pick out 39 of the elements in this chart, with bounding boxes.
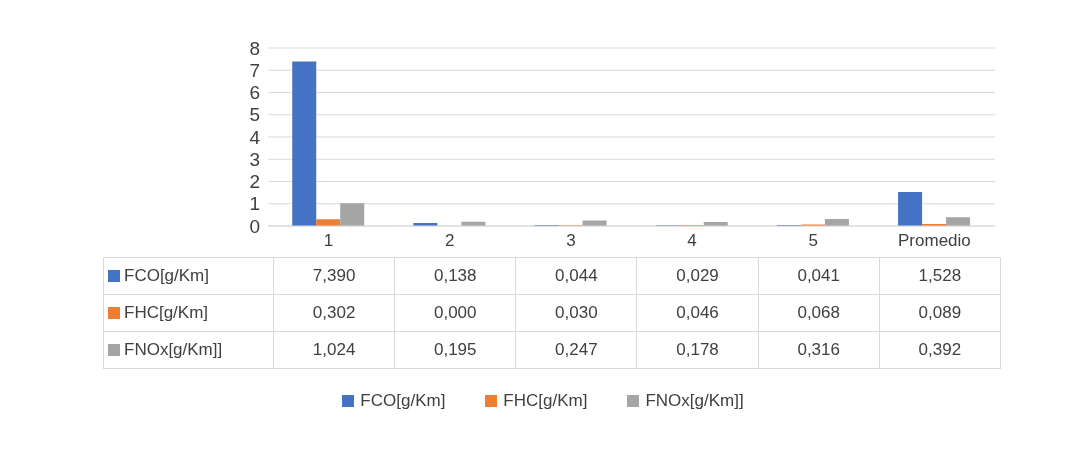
data-label: 0,044 xyxy=(515,257,637,295)
data-label: 0,302 xyxy=(273,294,395,332)
y-tick-label: 7 xyxy=(249,60,260,81)
data-label: 0,178 xyxy=(636,331,759,369)
text: FHC[g/Km] xyxy=(503,391,588,410)
y-tick-label: 3 xyxy=(249,148,260,170)
data-label: 0,030 xyxy=(515,294,637,332)
x-tick-label: 4 xyxy=(687,231,697,251)
data-label: 7,390 xyxy=(273,257,395,295)
data-label: 0,029 xyxy=(636,257,759,295)
legend-label: FHC[g/Km] xyxy=(124,302,209,323)
data-label: 0,247 xyxy=(515,331,637,369)
data-label: 1,024 xyxy=(273,331,395,369)
data-label: 0,000 xyxy=(394,294,516,332)
data-label: 0,089 xyxy=(879,294,1001,332)
text: FNOx[g/Km]] xyxy=(645,391,744,410)
x-tick-label: Promedio xyxy=(898,231,971,251)
y-tick-label: 2 xyxy=(249,171,260,193)
data-label: 0,392 xyxy=(879,331,1001,369)
x-tick-label: 5 xyxy=(808,231,818,251)
y-tick-label: 8 xyxy=(249,37,260,59)
x-tick-label: 3 xyxy=(566,231,576,251)
data-label: 0,138 xyxy=(394,257,516,295)
data-label: 0,041 xyxy=(758,257,880,295)
data-label: 0,068 xyxy=(758,294,880,332)
y-tick-label: 0 xyxy=(249,215,260,237)
data-label: 0,195 xyxy=(394,331,516,369)
text: FCO[g/Km] xyxy=(360,391,446,410)
x-tick-label: 1 xyxy=(323,231,334,251)
y-tick-label: 4 xyxy=(249,126,261,148)
y-tick-label: 1 xyxy=(249,193,260,215)
data-label: 1,528 xyxy=(879,257,1001,295)
legend-label: FNOx[g/Km]] xyxy=(124,339,223,360)
x-tick-label: 2 xyxy=(445,231,455,251)
y-tick-label: 6 xyxy=(249,82,260,104)
y-tick-label: 5 xyxy=(249,104,260,126)
data-label: 0,316 xyxy=(758,331,880,369)
data-label: 0,046 xyxy=(636,294,759,332)
legend-label: FCO[g/Km] xyxy=(124,265,210,286)
